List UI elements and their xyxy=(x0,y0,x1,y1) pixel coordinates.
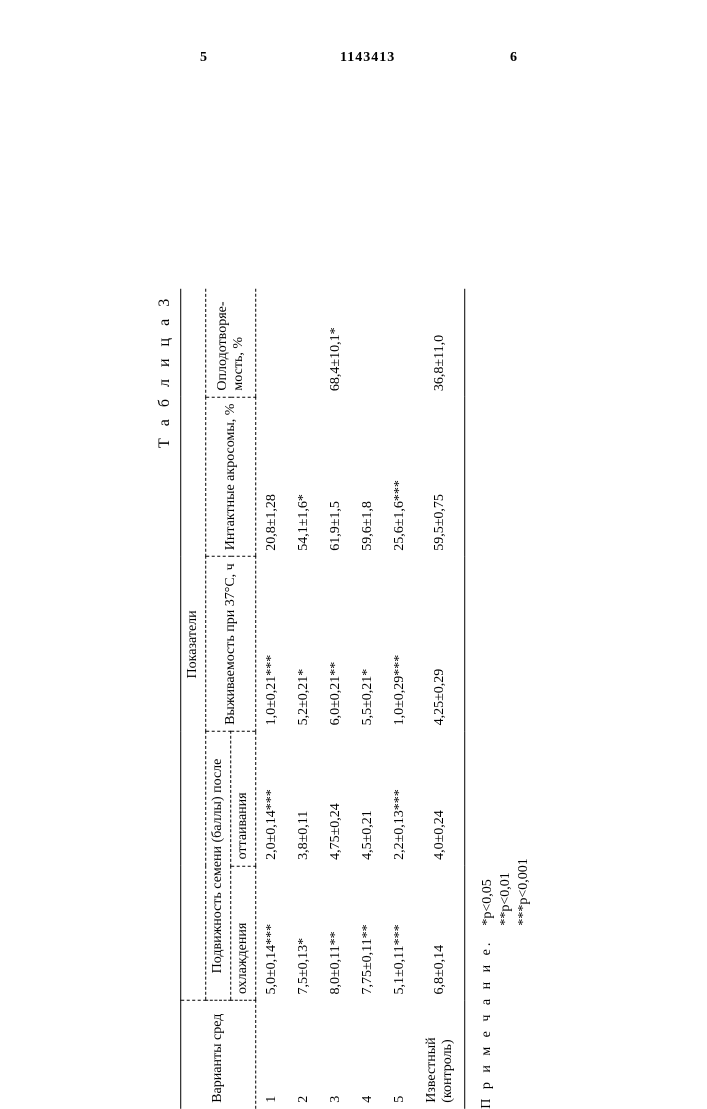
document-number: 1143413 xyxy=(340,50,395,66)
header-fertility: Оплодотворяе- мость, % xyxy=(206,289,256,397)
table-row: 1 5,0±0,14*** 2,0±0,14*** 1,0±0,21*** 20… xyxy=(256,289,289,1109)
cell-variant: 3 xyxy=(320,1001,352,1109)
cell-thawing: 2,0±0,14*** xyxy=(256,731,289,865)
header-acrosomes: Интактные акросомы, % xyxy=(206,397,256,557)
cell-fertility xyxy=(288,289,320,397)
table-row: 3 8,0±0,11** 4,75±0,24 6,0±0,21** 61,9±1… xyxy=(320,289,352,1109)
cell-fertility xyxy=(352,289,384,397)
cell-survival: 6,0±0,21** xyxy=(320,557,352,732)
cell-survival: 5,5±0,21* xyxy=(352,557,384,732)
cell-survival: 1,0±0,29*** xyxy=(384,557,416,732)
cell-cooling: 5,1±0,11*** xyxy=(384,866,416,1001)
cell-variant: 4 xyxy=(352,1001,384,1109)
cell-acrosomes: 59,5±0,75 xyxy=(416,397,465,557)
cell-survival: 1,0±0,21*** xyxy=(256,557,289,732)
table-row-control: Известный (контроль) 6,8±0,14 4,0±0,24 4… xyxy=(416,289,465,1109)
cell-fertility: 68,4±10,1* xyxy=(320,289,352,397)
cell-variant: 1 xyxy=(256,1001,289,1109)
cell-cooling: 7,75±0,11** xyxy=(352,866,384,1001)
cell-acrosomes: 61,9±1,5 xyxy=(320,397,352,557)
footnote-line-1: *р<0,05 xyxy=(479,858,497,925)
footnote-label: П р и м е ч а н и е. xyxy=(479,940,494,1109)
cell-variant: 5 xyxy=(384,1001,416,1109)
cell-thawing: 4,75±0,24 xyxy=(320,731,352,865)
cell-variant: 2 xyxy=(288,1001,320,1109)
cell-thawing: 4,0±0,24 xyxy=(416,731,465,865)
cell-survival: 4,25±0,29 xyxy=(416,557,465,732)
footnote-line-2: **р<0,01 xyxy=(497,858,515,925)
cell-fertility xyxy=(256,289,289,397)
table-title: Т а б л и ц а 3 xyxy=(156,289,174,1109)
page-number-right: 6 xyxy=(510,50,517,66)
table-row: 4 7,75±0,11** 4,5±0,21 5,5±0,21* 59,6±1,… xyxy=(352,289,384,1109)
cell-thawing: 4,5±0,21 xyxy=(352,731,384,865)
cell-cooling: 6,8±0,14 xyxy=(416,866,465,1001)
table-row: 2 7,5±0,13* 3,8±0,11 5,2±0,21* 54,1±1,6* xyxy=(288,289,320,1109)
cell-cooling: 7,5±0,13* xyxy=(288,866,320,1001)
header-thawing: оттаивания xyxy=(231,731,256,865)
cell-acrosomes: 54,1±1,6* xyxy=(288,397,320,557)
cell-acrosomes: 25,6±1,6*** xyxy=(384,397,416,557)
header-indicators: Показатели xyxy=(181,289,206,1001)
cell-variant-control: Известный (контроль) xyxy=(416,1001,465,1109)
header-mobility: Подвижность семени (баллы) после xyxy=(206,731,231,1000)
header-variant: Варианты сред xyxy=(181,1001,256,1109)
footnote: П р и м е ч а н и е. *р<0,05 **р<0,01 **… xyxy=(479,289,534,1109)
cell-fertility xyxy=(384,289,416,397)
header-cooling: охлаждения xyxy=(231,866,256,1001)
table-row: 5 5,1±0,11*** 2,2±0,13*** 1,0±0,29*** 25… xyxy=(384,289,416,1109)
cell-acrosomes: 59,6±1,8 xyxy=(352,397,384,557)
data-table: Варианты сред Показатели Подвижность сем… xyxy=(180,289,465,1109)
cell-thawing: 3,8±0,11 xyxy=(288,731,320,865)
cell-survival: 5,2±0,21* xyxy=(288,557,320,732)
cell-cooling: 5,0±0,14*** xyxy=(256,866,289,1001)
cell-acrosomes: 20,8±1,28 xyxy=(256,397,289,557)
cell-thawing: 2,2±0,13*** xyxy=(384,731,416,865)
cell-fertility: 36,8±11,0 xyxy=(416,289,465,397)
cell-cooling: 8,0±0,11** xyxy=(320,866,352,1001)
header-survival: Выживаемость при 37°С, ч xyxy=(206,557,256,732)
page-number-left: 5 xyxy=(200,50,207,66)
footnote-line-3: ***р<0,001 xyxy=(516,858,534,925)
rotated-table-container: Т а б л и ц а 3 Варианты сред Показатели… xyxy=(156,289,534,1109)
